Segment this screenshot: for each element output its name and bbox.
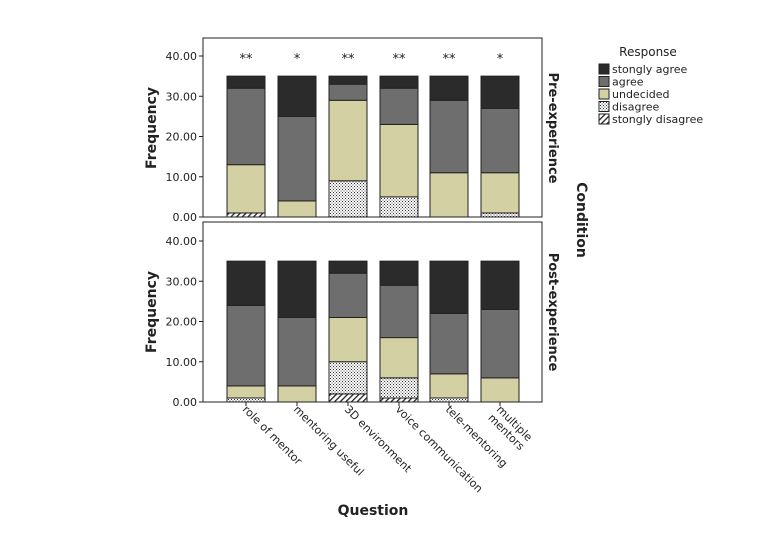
y-tick-label: 30.00: [166, 90, 198, 103]
significance-marker: **: [240, 52, 254, 67]
legend-title: Response: [619, 45, 677, 59]
bar-segment-agree: [226, 304, 266, 387]
legend-entry: undecided: [612, 88, 670, 101]
y-tick-label: 30.00: [166, 275, 198, 288]
significance-marker: *: [294, 52, 301, 67]
x-tick-label: voice communication: [393, 403, 485, 495]
legend-entry: stongly agree: [612, 63, 688, 76]
bar-segment-disagree: [328, 361, 368, 395]
facet-title: Condition: [573, 182, 589, 258]
facet-label-post: Post-experience: [545, 253, 560, 372]
y-tick-label: 10.00: [166, 171, 198, 184]
bar-segment-stongly-agree: [226, 75, 266, 89]
legend-entry: stongly disagree: [612, 113, 703, 126]
bar-segment-disagree: [328, 180, 368, 218]
y-tick-label: 40.00: [166, 235, 198, 248]
y-axis-label-post: Frequency: [144, 271, 160, 353]
bar-segment-stongly-disagree: [328, 393, 368, 403]
facet-label-pre: Pre-experience: [545, 73, 560, 184]
bar-segment-agree: [480, 107, 520, 174]
bar-segment-undecided: [480, 172, 520, 214]
bar-segment-undecided: [379, 123, 419, 198]
bar-segment-agree: [328, 83, 368, 101]
bar-segment-disagree: [379, 377, 419, 399]
y-tick-label: 20.00: [166, 131, 198, 144]
legend-entry: agree: [612, 76, 644, 89]
bar-segment-undecided: [226, 164, 266, 214]
bar-segment-stongly-agree: [379, 260, 419, 286]
significance-marker: **: [443, 52, 457, 67]
legend-swatch: [598, 76, 610, 87]
significance-marker: *: [497, 52, 504, 67]
bar-segment-agree: [226, 87, 266, 166]
bar-segment-stongly-agree: [480, 75, 520, 109]
y-tick-label: 0.00: [173, 211, 198, 224]
legend-swatch: [598, 88, 610, 100]
bar-segment-undecided: [429, 172, 469, 218]
bar-segment-stongly-agree: [480, 260, 520, 310]
bar-segment-stongly-agree: [328, 260, 368, 274]
bar-segment-stongly-disagree: [379, 397, 419, 403]
bar-segment-stongly-disagree: [226, 212, 266, 218]
bar-segment-disagree: [226, 397, 266, 403]
legend-swatch: [598, 101, 610, 112]
bar-segment-undecided: [429, 373, 469, 399]
bar-segment-stongly-agree: [328, 75, 368, 85]
bar-segment-agree: [429, 99, 469, 174]
bar-segment-stongly-agree: [277, 260, 317, 318]
bar-segment-agree: [328, 272, 368, 318]
legend: Response stongly agreeagreeundecideddisa…: [598, 45, 703, 126]
bar-segment-undecided: [379, 337, 419, 379]
y-tick-label: 40.00: [166, 50, 198, 63]
x-axis-label: Question: [338, 503, 409, 519]
bar-segment-disagree: [480, 212, 520, 218]
y-tick-label: 20.00: [166, 316, 198, 329]
bar-segment-stongly-agree: [379, 75, 419, 89]
bar-segment-undecided: [328, 99, 368, 182]
bar-segment-undecided: [328, 316, 368, 363]
y-axis-label-pre: Frequency: [144, 87, 160, 169]
bar-segment-undecided: [277, 385, 317, 403]
bar-segment-stongly-agree: [277, 75, 317, 117]
significance-marker: **: [393, 52, 407, 67]
bar-segment-undecided: [277, 200, 317, 218]
bar-segment-stongly-agree: [429, 75, 469, 101]
bar-segment-agree: [429, 312, 469, 375]
legend-swatch: [598, 63, 610, 75]
bar-segment-undecided: [480, 377, 520, 403]
y-tick-label: 10.00: [166, 356, 198, 369]
bar-segment-stongly-agree: [226, 260, 266, 306]
bar-segment-disagree: [379, 196, 419, 218]
bar-segment-agree: [480, 308, 520, 379]
legend-swatch: [598, 113, 610, 125]
bar-segment-agree: [379, 284, 419, 339]
legend-entry: disagree: [612, 101, 660, 114]
bar-segment-agree: [379, 87, 419, 125]
y-tick-label: 0.00: [173, 396, 198, 409]
significance-marker: **: [342, 52, 356, 67]
bar-segment-agree: [277, 316, 317, 387]
bar-segment-undecided: [226, 385, 266, 399]
bar-segment-agree: [277, 115, 317, 202]
bar-segment-disagree: [429, 397, 469, 403]
bar-segment-stongly-agree: [429, 260, 469, 314]
